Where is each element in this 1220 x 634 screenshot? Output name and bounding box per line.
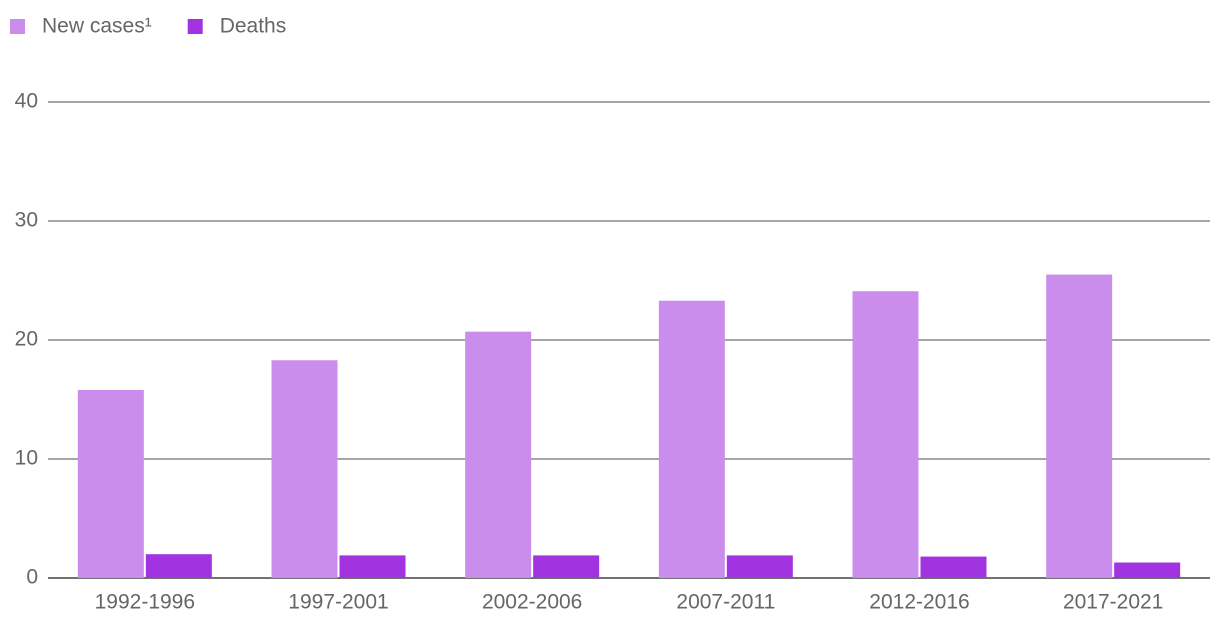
y-tick-label: 20 <box>15 328 38 351</box>
bar <box>920 556 987 578</box>
y-tick-label: 10 <box>15 447 38 470</box>
y-tick-label: 30 <box>15 209 38 232</box>
bar <box>465 331 532 578</box>
bar <box>77 389 144 578</box>
y-tick-label: 40 <box>15 90 38 113</box>
bar <box>658 300 725 578</box>
bar <box>852 291 919 578</box>
bar <box>1046 274 1113 578</box>
bar <box>1114 562 1181 578</box>
x-tick-label: 1997-2001 <box>288 591 388 614</box>
legend-label: Deaths <box>220 15 287 38</box>
x-tick-label: 2017-2021 <box>1063 591 1163 614</box>
bar <box>533 555 600 578</box>
x-tick-label: 2002-2006 <box>482 591 582 614</box>
legend-swatch <box>187 19 203 34</box>
legend-swatch <box>10 19 25 34</box>
bar <box>726 555 793 578</box>
bar <box>339 555 406 578</box>
legend-label: New cases¹ <box>42 15 152 38</box>
y-tick-label: 0 <box>26 566 38 589</box>
x-tick-label: 1992-1996 <box>95 591 195 614</box>
x-tick-label: 2007-2011 <box>676 591 775 614</box>
bar <box>145 554 212 578</box>
bar <box>271 360 338 578</box>
x-tick-label: 2012-2016 <box>869 591 969 614</box>
